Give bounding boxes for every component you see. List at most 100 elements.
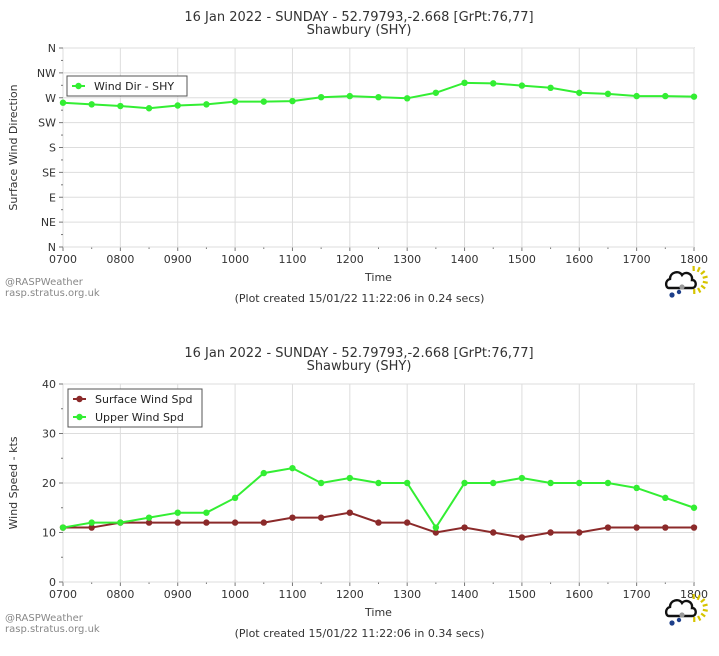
legend-swatch-marker — [76, 395, 83, 403]
data-point — [690, 93, 698, 100]
y-tick-label: W — [45, 92, 56, 105]
data-point — [518, 534, 526, 541]
data-point — [203, 101, 210, 108]
data-point — [317, 93, 325, 101]
y-tick-label: NW — [37, 67, 56, 80]
sun-ray — [702, 608, 708, 612]
data-point — [633, 524, 640, 531]
y-tick-label: 0 — [49, 576, 56, 589]
sun-ray — [696, 266, 701, 273]
x-tick-label: 1000 — [221, 253, 249, 266]
data-point — [461, 524, 468, 531]
y-tick-label: 30 — [42, 428, 56, 441]
data-point — [260, 519, 267, 526]
x-tick-label: 1800 — [680, 253, 708, 266]
data-point — [518, 82, 526, 89]
x-tick-label: 1200 — [336, 253, 364, 266]
sun-ray — [700, 598, 706, 604]
data-point — [231, 98, 239, 105]
credit-line2: rasp.stratus.org.uk — [5, 288, 100, 299]
sun-ray — [697, 287, 702, 293]
data-point — [375, 93, 382, 101]
data-point — [117, 102, 124, 110]
data-point — [432, 89, 440, 96]
data-point — [88, 524, 95, 531]
x-tick-label: 1600 — [565, 588, 593, 601]
data-point — [117, 519, 124, 526]
x-tick-label: 0800 — [106, 588, 134, 601]
data-point — [231, 519, 239, 526]
sun-ray — [700, 270, 706, 276]
data-point — [604, 90, 612, 98]
cloud-rain-sun-icon — [664, 265, 708, 298]
rain-drop — [676, 289, 682, 295]
y-tick-label: NE — [41, 216, 56, 229]
credit-line2: rasp.stratus.org.uk — [5, 624, 100, 635]
x-tick-label: 1700 — [623, 588, 651, 601]
x-tick-label: 1300 — [393, 588, 421, 601]
data-point — [490, 529, 497, 536]
plot-created-note: (Plot created 15/01/22 11:22:06 in 0.34 … — [234, 627, 485, 640]
x-axis-label: Time — [364, 271, 392, 284]
data-point — [346, 474, 354, 482]
sun-ray — [697, 615, 702, 621]
y-tick-label: 20 — [42, 477, 56, 490]
data-point — [317, 514, 325, 521]
x-tick-label: 0700 — [49, 253, 77, 266]
chart-title: 16 Jan 2022 - SUNDAY - 52.79793,-2.668 [… — [184, 346, 533, 361]
data-point — [662, 494, 669, 502]
wind-speed-panel: 16 Jan 2022 - SUNDAY - 52.79793,-2.668 [… — [0, 328, 719, 656]
data-point — [375, 479, 382, 487]
wind-direction-panel: 16 Jan 2022 - SUNDAY - 52.79793,-2.668 [… — [5, 10, 708, 305]
legend-swatch-marker — [76, 413, 83, 421]
data-point — [518, 474, 526, 482]
data-point — [203, 519, 210, 526]
y-tick-label: N — [48, 241, 56, 254]
x-tick-label: 1300 — [393, 253, 421, 266]
chart-subtitle: Shawbury (SHY) — [307, 359, 412, 374]
data-point — [403, 479, 411, 487]
data-point — [576, 89, 583, 96]
data-point — [604, 524, 612, 531]
snow-flake — [679, 284, 685, 290]
data-point — [432, 529, 440, 536]
y-axis-label: Wind Speed - kts — [7, 436, 20, 529]
data-point — [576, 479, 583, 487]
rain-drop — [676, 617, 682, 623]
x-tick-label: 0900 — [164, 588, 192, 601]
sun-ray — [696, 594, 701, 601]
data-point — [633, 484, 640, 492]
x-tick-label: 1700 — [623, 253, 651, 266]
legend-box — [66, 75, 188, 97]
wind-direction-chart: 16 Jan 2022 - SUNDAY - 52.79793,-2.668 [… — [7, 10, 708, 298]
credit-line1: @RASPWeather — [5, 613, 83, 624]
plot-created-note: (Plot created 15/01/22 11:22:06 in 0.24 … — [234, 292, 485, 305]
data-point — [461, 79, 468, 87]
sun-ray — [700, 284, 706, 290]
y-tick-label: E — [49, 191, 56, 204]
legend-swatch-marker — [75, 82, 82, 90]
data-point — [633, 92, 640, 100]
data-point — [346, 509, 354, 516]
data-point — [145, 105, 153, 112]
x-tick-label: 1500 — [508, 588, 536, 601]
x-axis-label: Time — [364, 606, 392, 619]
data-point — [145, 514, 153, 521]
chart-subtitle: Shawbury (SHY) — [307, 23, 412, 38]
data-point — [662, 92, 669, 100]
data-point — [490, 479, 497, 487]
x-tick-label: 0700 — [49, 588, 77, 601]
data-point — [174, 509, 181, 516]
x-tick-label: 1500 — [508, 253, 536, 266]
rain-drop — [669, 292, 675, 298]
data-point — [88, 101, 95, 108]
cloud-shape — [664, 599, 697, 618]
data-point — [403, 95, 411, 102]
y-tick-label: N — [48, 42, 56, 55]
data-point — [289, 514, 296, 521]
data-point — [145, 519, 153, 526]
legend-label: Upper Wind Spd — [95, 411, 184, 424]
data-point — [690, 504, 698, 511]
y-tick-label: 40 — [42, 378, 56, 391]
wind-speed-chart: 16 Jan 2022 - SUNDAY - 52.79793,-2.668 [… — [7, 346, 708, 626]
